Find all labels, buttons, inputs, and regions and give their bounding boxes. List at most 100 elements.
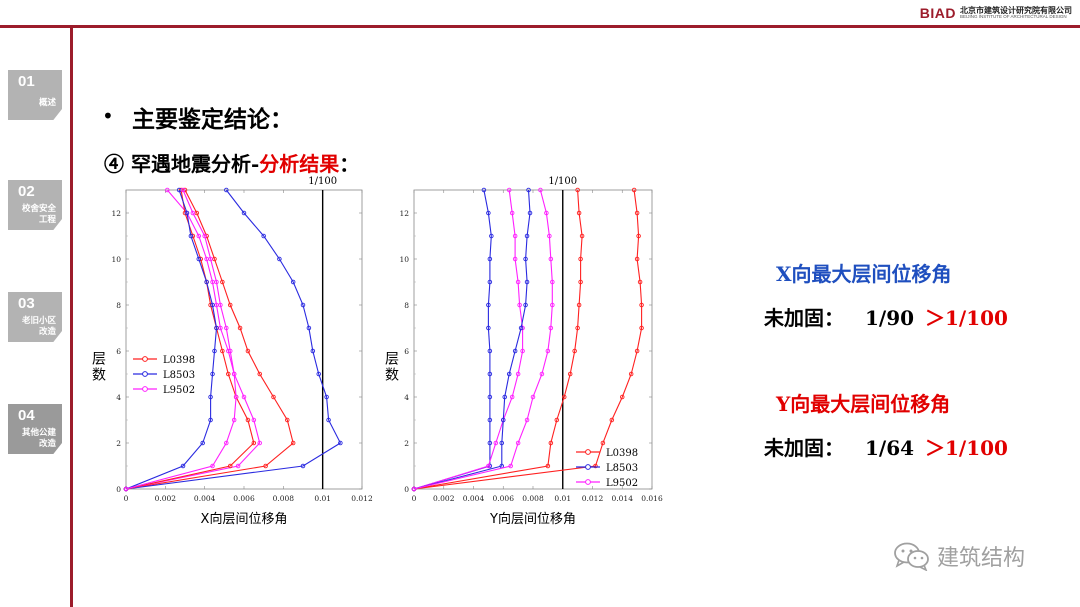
data-point — [227, 302, 233, 308]
header-divider — [0, 25, 1080, 28]
data-point — [123, 486, 129, 492]
series-line — [413, 189, 643, 490]
sidebar-item-number: 02 — [18, 183, 35, 200]
data-point — [214, 325, 219, 331]
data-point — [220, 348, 225, 354]
watermark-text: 建筑结构 — [937, 546, 1026, 571]
data-point — [539, 371, 545, 377]
sidebar-item-public-buildings[interactable]: 04 其他公建 改造 — [8, 404, 62, 454]
data-point — [220, 279, 225, 285]
data-point — [233, 394, 239, 400]
series-line — [413, 189, 492, 490]
data-point — [251, 440, 257, 446]
x-drift-compare: ＞1/100 — [925, 306, 1008, 330]
y-tick-label: 6 — [116, 347, 121, 356]
x-tick-label: 0.002 — [155, 494, 177, 503]
data-point — [637, 279, 643, 285]
data-point — [538, 187, 543, 193]
y-axis-label: 数 — [385, 367, 399, 383]
sidebar-divider — [70, 28, 73, 607]
data-point — [196, 233, 202, 239]
legend-label: L0398 — [163, 355, 195, 366]
x-tick-label: 0.004 — [194, 494, 216, 503]
data-point — [204, 279, 209, 285]
wechat-icon — [894, 542, 929, 571]
data-point — [210, 463, 215, 469]
data-point — [578, 256, 583, 262]
legend-label: L9502 — [606, 478, 638, 489]
brand-en: BEIJING INSTITUTE OF ARCHITECTURAL DESIG… — [960, 13, 1067, 19]
legend-marker — [142, 356, 148, 362]
y-tick-label: 12 — [111, 209, 121, 218]
data-point — [184, 210, 190, 216]
data-point — [509, 394, 515, 400]
brand-mark: BIAD — [919, 5, 956, 21]
sidebar-item-old-community[interactable]: 03 老旧小区 改造 — [8, 292, 62, 342]
data-point — [600, 440, 606, 446]
data-point — [235, 463, 241, 469]
data-point — [509, 210, 515, 216]
data-point — [227, 463, 233, 469]
legend-marker — [142, 386, 148, 392]
data-point — [550, 279, 555, 285]
data-point — [212, 348, 217, 354]
y-tick-label: 0 — [404, 485, 409, 494]
data-point — [576, 302, 582, 308]
data-point — [524, 279, 530, 285]
data-point — [547, 233, 552, 239]
data-point — [518, 325, 524, 331]
data-point — [579, 233, 585, 239]
series-line — [413, 189, 583, 490]
data-point — [500, 417, 506, 423]
data-point — [634, 256, 640, 262]
y-drift-result: 未加固： 1/64 ＞1/100 — [764, 432, 1008, 461]
data-point — [277, 256, 282, 262]
data-point — [208, 256, 213, 262]
x-tick-label: 0.014 — [612, 494, 634, 503]
y-tick-label: 2 — [404, 439, 409, 448]
x-tick-label: 0.006 — [493, 494, 515, 503]
legend-marker — [142, 371, 148, 377]
data-point — [609, 417, 615, 423]
data-point — [326, 417, 331, 423]
data-point — [210, 302, 215, 308]
sidebar-item-number: 04 — [18, 407, 35, 424]
data-point — [290, 440, 296, 446]
data-point — [486, 210, 491, 216]
y-drift-value: 1/64 — [864, 436, 915, 460]
data-point — [245, 417, 251, 423]
data-point — [639, 325, 644, 331]
data-point — [523, 256, 528, 262]
y-tick-label: 8 — [404, 301, 409, 310]
sidebar-item-overview[interactable]: 01 概述 — [8, 70, 62, 120]
brand-cn: 北京市建筑设计研究院有限公司 — [960, 5, 1072, 15]
data-point — [208, 394, 213, 400]
x-axis-label: X向层间位移角 — [201, 511, 288, 527]
data-point — [487, 348, 493, 354]
sidebar-item-school-safety[interactable]: 02 校舍安全 工程 — [8, 180, 62, 230]
data-point — [202, 233, 207, 239]
x-drift-value: 1/90 — [864, 306, 915, 330]
x-tick-label: 0.016 — [641, 494, 663, 503]
data-point — [231, 417, 237, 423]
data-point — [489, 233, 494, 239]
data-point — [285, 417, 290, 423]
y-tick-label: 10 — [111, 255, 121, 264]
data-point — [634, 348, 640, 354]
x-tick-label: 0.01 — [314, 494, 331, 503]
y-drift-title: Y向最大层间位移角 — [776, 388, 950, 417]
y-tick-label: 0 — [116, 485, 121, 494]
x-drift-chart: 0 0.002 0.004 0.006 0.008 0.01 0.012 0 2 4 6 8 10 12 1… — [92, 176, 373, 527]
data-point — [544, 210, 549, 216]
x-tick-label: 0 — [124, 494, 129, 503]
data-point — [545, 463, 551, 469]
data-point — [527, 210, 533, 216]
series-line — [125, 189, 342, 490]
sidebar-item-label: 其他公建 改造 — [21, 428, 56, 449]
data-point — [245, 348, 251, 354]
data-point — [631, 187, 637, 193]
data-point — [241, 394, 247, 400]
data-point — [575, 325, 580, 331]
data-point — [548, 440, 554, 446]
data-point — [263, 463, 268, 469]
